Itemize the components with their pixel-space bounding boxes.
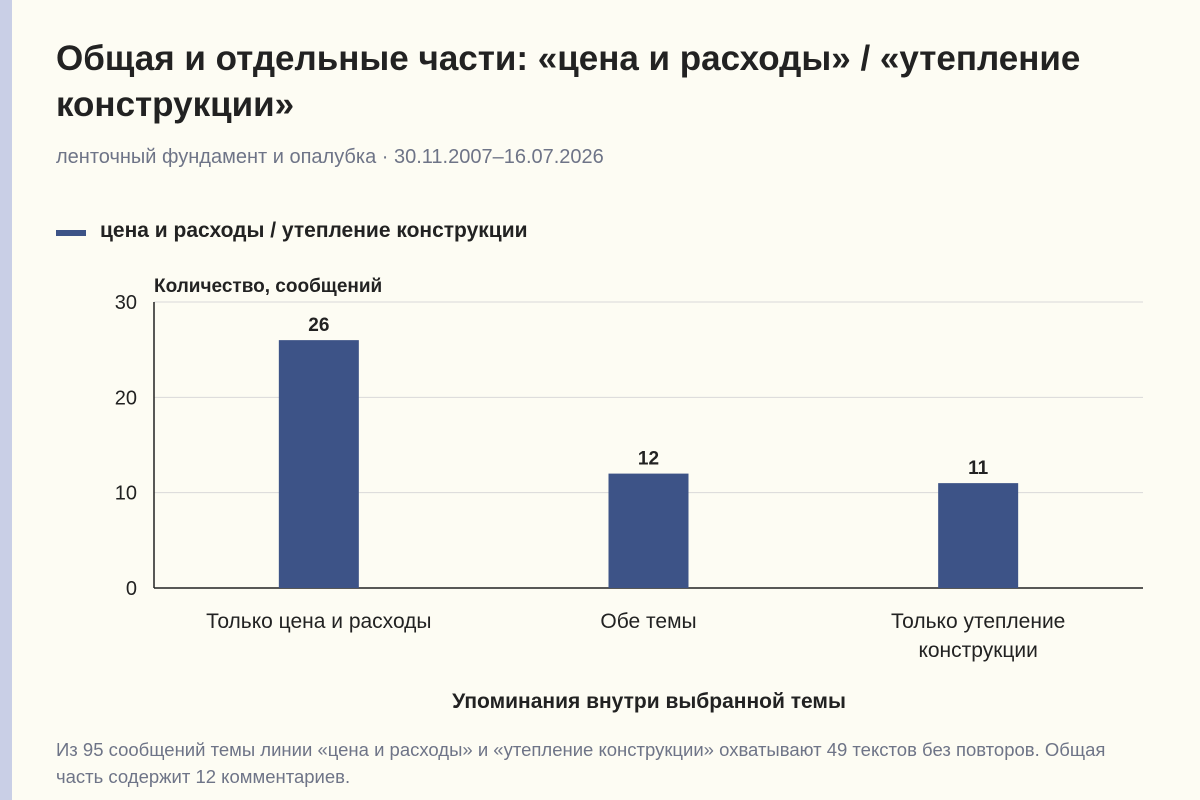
- y-axis-title: Количество, сообщений: [154, 276, 382, 297]
- y-tick-label: 30: [115, 292, 137, 314]
- bars-layer: [278, 340, 1019, 588]
- footnote: Из 95 сообщений темы линии «цена и расхо…: [56, 739, 1106, 787]
- bar-value-label: 11: [968, 458, 989, 479]
- x-tick-label: Только цена и расходы: [206, 610, 431, 633]
- x-tick-label: Только утепление: [891, 610, 1065, 633]
- legend: цена и расходы / утепление конструкции: [56, 219, 528, 243]
- chart-title: Общая и отдельные части: «цена и расходы…: [56, 39, 1081, 124]
- x-tick-label: Обе темы: [600, 610, 696, 633]
- labels-layer: 0 10 20 30 26 Только цена и расходы 12 Обе темы…: [115, 292, 1066, 662]
- bar-value-label: 26: [308, 315, 329, 336]
- chart-subtitle: ленточный фундамент и опалубка · 30.11.2…: [56, 146, 604, 168]
- bar-value-label: 12: [638, 449, 659, 470]
- bar: [938, 483, 1019, 588]
- x-axis-title: Упоминания внутри выбранной темы: [452, 690, 846, 713]
- bar: [608, 473, 689, 588]
- legend-swatch: [56, 229, 86, 236]
- x-tick-label: конструкции: [918, 639, 1037, 662]
- bar: [278, 340, 359, 588]
- y-tick-label: 0: [126, 578, 137, 600]
- left-accent-strip: [0, 0, 12, 800]
- legend-label: цена и расходы / утепление конструкции: [100, 219, 528, 242]
- y-tick-label: 20: [115, 387, 137, 409]
- y-tick-label: 10: [115, 483, 137, 505]
